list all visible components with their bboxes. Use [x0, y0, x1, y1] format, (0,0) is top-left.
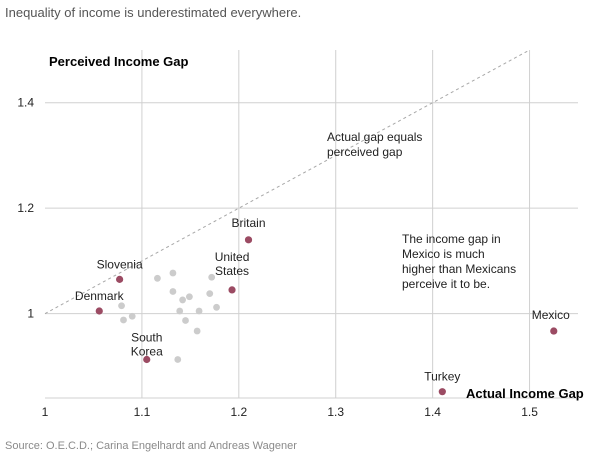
- other-points: [118, 269, 220, 363]
- country-point: [195, 307, 203, 315]
- reference-line-label-line: Actual gap equals: [327, 130, 422, 144]
- y-tick-label: 1.4: [17, 96, 34, 110]
- country-label-line: South: [131, 331, 162, 345]
- highlighted-country-point: [95, 307, 103, 315]
- country-point: [185, 293, 193, 301]
- reference-line-label: Actual gap equals perceived gap: [327, 130, 422, 159]
- country-label-line: Slovenia: [97, 257, 143, 271]
- highlighted-country-point: [244, 236, 253, 244]
- country-point: [179, 296, 187, 304]
- country-label-line: United: [215, 250, 250, 264]
- highlighted-country-point: [228, 286, 236, 294]
- y-axis-title: Perceived Income Gap: [49, 54, 189, 69]
- country-point: [174, 356, 182, 363]
- mexico-annotation-line: The income gap in: [402, 232, 501, 246]
- highlighted-country-point: [438, 388, 446, 396]
- country-label-line: Mexico: [532, 308, 570, 322]
- x-tick-label: 1.2: [230, 405, 247, 419]
- grid-lines: [45, 50, 578, 399]
- country-point: [208, 273, 216, 281]
- country-point: [120, 316, 127, 324]
- country-label: Denmark: [75, 289, 125, 303]
- country-label: Turkey: [424, 370, 460, 384]
- x-tick-label: 1.5: [521, 405, 538, 419]
- country-point: [193, 327, 201, 335]
- country-point: [169, 288, 177, 295]
- reference-line-label-line: perceived gap: [327, 145, 403, 159]
- x-tick-label: 1.3: [327, 405, 344, 419]
- highlighted-country-point: [550, 327, 558, 335]
- mexico-annotation-line: higher than Mexicans: [402, 262, 516, 276]
- equality-reference-line: [44, 49, 530, 315]
- country-label-line: States: [215, 264, 249, 278]
- country-point: [213, 303, 220, 311]
- country-point: [176, 307, 184, 315]
- highlighted-country-point: [116, 275, 124, 283]
- mexico-annotation-line: Mexico is much: [402, 247, 485, 261]
- country-label-line: Britain: [232, 216, 266, 230]
- x-axis-title: Actual Income Gap: [466, 386, 584, 401]
- country-label: Britain: [232, 216, 266, 230]
- labeled-points: Britain United States Slovenia Denmark South K…: [75, 216, 570, 396]
- axis-ticks: 1 1.1 1.2 1.3 1.4 1.5 1 1.2 1.4: [17, 96, 538, 419]
- country-point: [169, 269, 177, 277]
- country-label-line: Turkey: [424, 370, 460, 384]
- country-point: [118, 302, 125, 310]
- mexico-annotation-line: perceive it to be.: [402, 277, 490, 291]
- country-point: [182, 317, 189, 324]
- country-point: [154, 274, 161, 282]
- country-point: [206, 290, 214, 297]
- mexico-annotation: The income gap in Mexico is much higher th…: [402, 232, 516, 291]
- x-tick-label: 1.1: [134, 405, 151, 419]
- country-label: Slovenia: [97, 257, 143, 271]
- country-label: Mexico: [532, 308, 570, 322]
- y-tick-label: 1.2: [17, 201, 34, 215]
- country-label: South Korea: [131, 331, 163, 359]
- highlighted-country-point: [143, 355, 151, 364]
- country-label-line: Korea: [131, 345, 163, 359]
- source-note: Source: O.E.C.D.; Carina Engelhardt and …: [5, 440, 297, 452]
- annotations: Actual gap equals perceived gap The income…: [327, 130, 516, 291]
- country-point: [128, 312, 136, 320]
- chart-subtitle: Inequality of income is underestimated e…: [5, 5, 302, 20]
- country-label: United States: [215, 250, 250, 278]
- reference-line-group: [44, 49, 530, 315]
- x-tick-label: 1.4: [424, 405, 441, 419]
- country-label-line: Denmark: [75, 289, 125, 303]
- x-tick-label: 1: [42, 405, 49, 419]
- y-tick-label: 1: [27, 307, 34, 321]
